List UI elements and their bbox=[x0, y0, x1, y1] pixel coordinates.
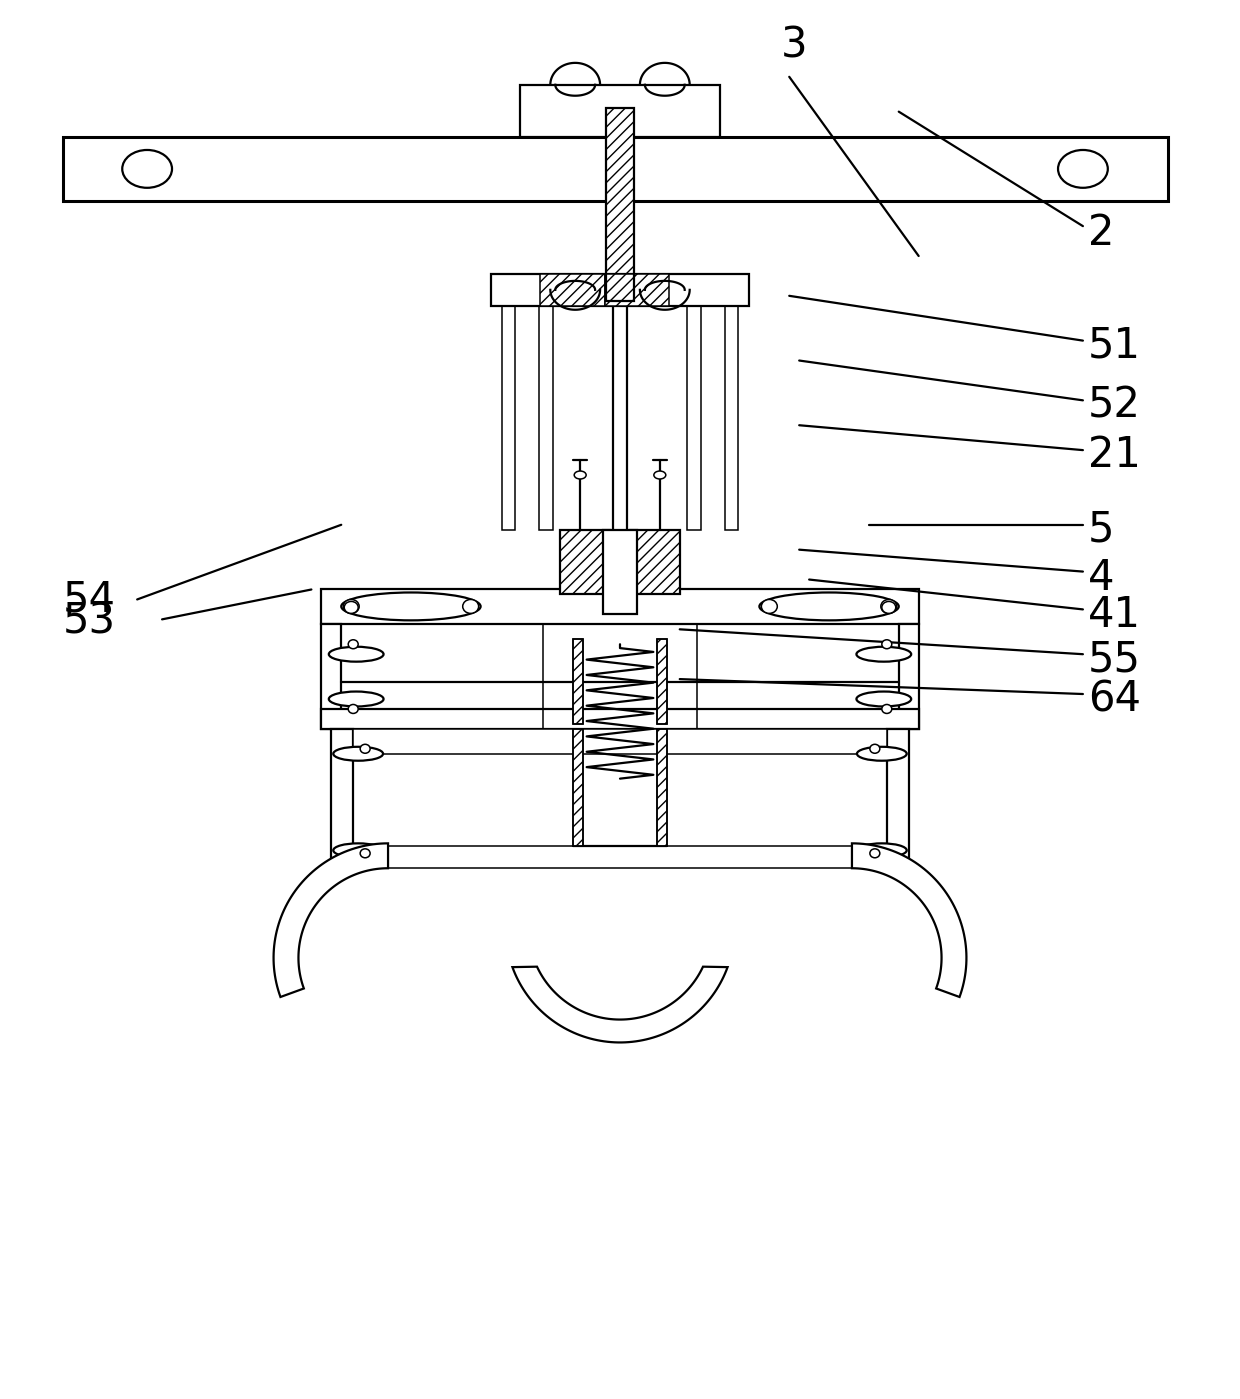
Bar bbox=[573, 639, 583, 723]
Bar bbox=[630, 530, 680, 595]
Ellipse shape bbox=[360, 849, 370, 858]
Bar bbox=[539, 306, 553, 530]
Bar bbox=[630, 530, 680, 595]
Ellipse shape bbox=[341, 593, 481, 620]
Ellipse shape bbox=[123, 150, 172, 187]
Ellipse shape bbox=[870, 849, 880, 858]
Text: 52: 52 bbox=[1087, 385, 1141, 427]
Text: 64: 64 bbox=[1087, 679, 1141, 720]
Bar bbox=[321, 589, 919, 624]
Ellipse shape bbox=[348, 705, 358, 713]
Text: 54: 54 bbox=[62, 578, 115, 620]
Polygon shape bbox=[512, 967, 728, 1042]
Ellipse shape bbox=[329, 691, 383, 706]
Bar bbox=[321, 624, 341, 729]
Ellipse shape bbox=[882, 602, 895, 613]
Ellipse shape bbox=[653, 471, 666, 478]
Ellipse shape bbox=[870, 744, 880, 753]
Ellipse shape bbox=[1058, 150, 1107, 187]
Bar bbox=[560, 530, 610, 595]
Bar bbox=[573, 729, 583, 846]
Bar bbox=[887, 729, 909, 869]
Text: 3: 3 bbox=[781, 25, 807, 67]
Bar bbox=[724, 306, 739, 530]
Bar bbox=[657, 729, 667, 846]
Bar bbox=[657, 729, 667, 846]
Bar bbox=[491, 274, 749, 306]
Ellipse shape bbox=[334, 747, 383, 761]
Text: 41: 41 bbox=[1087, 595, 1141, 637]
Text: 5: 5 bbox=[1087, 509, 1115, 551]
Bar bbox=[353, 846, 887, 869]
Bar bbox=[501, 306, 516, 530]
Bar bbox=[687, 306, 701, 530]
Ellipse shape bbox=[348, 639, 358, 649]
Ellipse shape bbox=[343, 599, 360, 613]
Text: 21: 21 bbox=[1087, 434, 1141, 476]
Bar bbox=[521, 85, 719, 137]
Bar bbox=[62, 137, 1168, 201]
Text: 2: 2 bbox=[1087, 213, 1115, 255]
Ellipse shape bbox=[857, 844, 906, 858]
Bar bbox=[353, 729, 887, 754]
Bar bbox=[539, 274, 605, 306]
Ellipse shape bbox=[857, 747, 906, 761]
Ellipse shape bbox=[857, 646, 911, 662]
Bar bbox=[321, 709, 919, 729]
Bar bbox=[657, 639, 667, 723]
Bar bbox=[606, 108, 634, 301]
Text: 55: 55 bbox=[1087, 638, 1141, 680]
Bar bbox=[606, 108, 634, 301]
Ellipse shape bbox=[360, 744, 370, 753]
Ellipse shape bbox=[761, 599, 777, 613]
Text: 53: 53 bbox=[62, 600, 115, 642]
Ellipse shape bbox=[882, 705, 892, 713]
Ellipse shape bbox=[574, 471, 587, 478]
Bar bbox=[657, 639, 667, 723]
Text: 51: 51 bbox=[1087, 325, 1141, 367]
Bar bbox=[331, 729, 353, 869]
Ellipse shape bbox=[882, 639, 892, 649]
Ellipse shape bbox=[857, 691, 911, 706]
Ellipse shape bbox=[880, 599, 897, 613]
Text: 4: 4 bbox=[1087, 557, 1115, 599]
Polygon shape bbox=[852, 844, 966, 997]
Bar bbox=[573, 639, 583, 723]
Bar bbox=[560, 530, 610, 595]
Bar bbox=[603, 530, 637, 614]
Ellipse shape bbox=[463, 599, 479, 613]
Ellipse shape bbox=[334, 844, 383, 858]
Bar bbox=[573, 729, 583, 846]
Bar bbox=[605, 274, 670, 306]
Ellipse shape bbox=[329, 646, 383, 662]
Ellipse shape bbox=[759, 593, 899, 620]
Ellipse shape bbox=[345, 602, 358, 613]
Polygon shape bbox=[274, 844, 388, 997]
Bar bbox=[899, 624, 919, 729]
